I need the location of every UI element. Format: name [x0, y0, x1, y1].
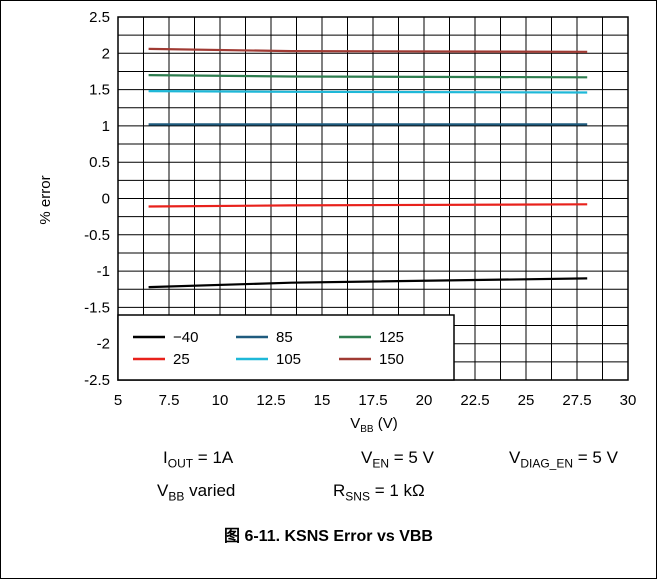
y-tick-label: 2: [102, 45, 110, 62]
x-tick-label: 25: [518, 392, 535, 409]
x-tick-label: 7.5: [159, 392, 180, 409]
x-tick-label: 22.5: [460, 392, 489, 409]
legend: −40 85 125 25 105 150: [117, 314, 455, 381]
legend-label: −40: [173, 329, 198, 346]
series-line-105: [148, 90, 588, 94]
x-tick-label: 12.5: [256, 392, 285, 409]
condition-rsns: RSNS = 1 kΩ: [333, 481, 425, 504]
y-tick-label: -0.5: [84, 227, 110, 244]
x-tick-label: 17.5: [358, 392, 387, 409]
x-tick-label: 5: [114, 392, 122, 409]
y-tick-label: 1: [102, 118, 110, 135]
y-tick-label: -1.5: [84, 299, 110, 316]
y-tick-label: -2.5: [84, 372, 110, 389]
y-tick-label: -1: [97, 263, 110, 280]
y-tick-label: -2: [97, 336, 110, 353]
x-tick-label: 30: [620, 392, 637, 409]
legend-label: 150: [379, 351, 404, 368]
y-tick-label: 0.5: [89, 154, 110, 171]
x-tick-label: 10: [212, 392, 229, 409]
chart-series: [148, 47, 588, 289]
legend-label: 125: [379, 329, 404, 346]
condition-iout: IOUT = 1A: [163, 448, 234, 471]
x-tick-label: 27.5: [562, 392, 591, 409]
series-line-150: [148, 47, 588, 53]
series-line-25: [148, 203, 588, 208]
x-tick-label: 20: [416, 392, 433, 409]
series-line-125: [148, 74, 588, 79]
legend-label: 85: [276, 329, 293, 346]
y-tick-label: 1.5: [89, 82, 110, 99]
x-axis-tick-labels: 5 7.5 10 12.5 15 17.5 20 22.5 25 27.5 30: [114, 392, 637, 409]
x-tick-label: 15: [314, 392, 331, 409]
legend-box: [117, 314, 455, 381]
figure-caption: 图 6-11. KSNS Error vs VBB: [224, 528, 433, 545]
y-axis-label: % error: [37, 175, 54, 224]
legend-label: 105: [276, 351, 301, 368]
series-line-neg40: [148, 277, 588, 289]
x-axis-label: VBB (V): [350, 415, 398, 435]
y-tick-label: 2.5: [89, 9, 110, 26]
y-axis-tick-labels: 2.5 2 1.5 1 0.5 0 -0.5 -1 -1.5 -2 -2.5: [84, 9, 110, 389]
condition-ven: VEN = 5 V: [361, 448, 434, 471]
condition-vdiag-en: VDIAG_EN = 5 V: [509, 448, 618, 471]
condition-vbb: VBB varied: [157, 481, 236, 504]
legend-label: 25: [173, 351, 190, 368]
y-tick-label: 0: [102, 191, 110, 208]
